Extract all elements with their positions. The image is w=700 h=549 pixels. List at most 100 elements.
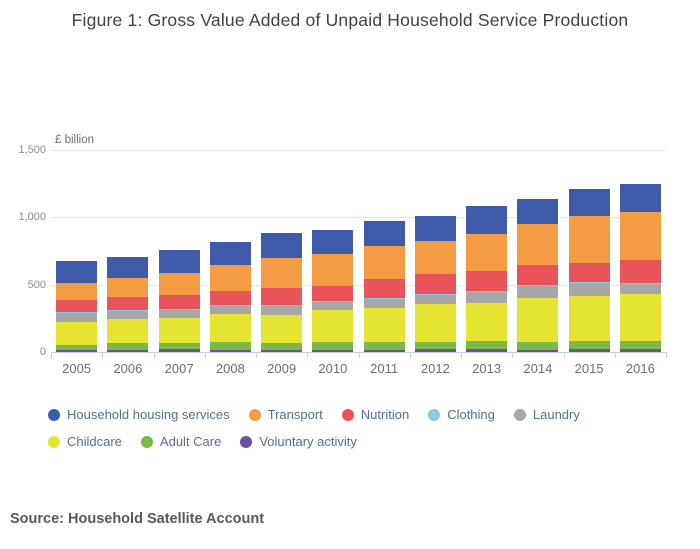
bar-segment[interactable]: [619, 282, 661, 284]
bar-segment[interactable]: [414, 341, 456, 350]
bar-segment[interactable]: [209, 305, 251, 306]
bar-segment[interactable]: [517, 342, 559, 350]
bar-segment[interactable]: [107, 349, 149, 352]
bar-segment[interactable]: [568, 295, 610, 342]
legend-item[interactable]: Childcare: [48, 434, 122, 449]
bar-segment[interactable]: [261, 349, 303, 352]
bar-segment[interactable]: [209, 264, 251, 292]
bar-segment[interactable]: [56, 260, 98, 284]
bar-segment[interactable]: [517, 286, 559, 298]
bar-segment[interactable]: [466, 349, 508, 352]
bar-segment[interactable]: [56, 322, 98, 345]
bar-segment[interactable]: [261, 305, 303, 315]
bar-segment[interactable]: [261, 257, 303, 289]
bar-segment[interactable]: [363, 220, 405, 246]
bar-segment[interactable]: [107, 257, 149, 279]
bar-segment[interactable]: [312, 253, 354, 286]
bar-segment[interactable]: [107, 319, 149, 343]
bar-segment[interactable]: [312, 286, 354, 301]
bar-segment[interactable]: [363, 245, 405, 280]
bar-segment[interactable]: [261, 233, 303, 258]
bar-segment[interactable]: [517, 297, 559, 343]
bar-segment[interactable]: [261, 304, 303, 306]
bar-segment[interactable]: [568, 349, 610, 352]
bar-segment[interactable]: [56, 349, 98, 352]
bar-segment[interactable]: [619, 283, 661, 295]
bar-segment[interactable]: [158, 349, 200, 352]
bar-segment[interactable]: [466, 291, 508, 303]
bar-segment[interactable]: [568, 189, 610, 216]
bar-segment[interactable]: [107, 310, 149, 319]
bar-segment[interactable]: [56, 299, 98, 313]
bar-segment[interactable]: [619, 212, 661, 261]
bar-segment[interactable]: [363, 297, 405, 299]
bar-segment[interactable]: [568, 283, 610, 296]
bar-segment[interactable]: [312, 309, 354, 342]
bar-segment[interactable]: [414, 294, 456, 296]
bar-segment[interactable]: [261, 288, 303, 305]
bar-segment[interactable]: [158, 309, 200, 318]
bar-segment[interactable]: [158, 273, 200, 295]
bar-segment[interactable]: [517, 224, 559, 266]
bar-segment[interactable]: [466, 341, 508, 350]
bar-segment[interactable]: [466, 290, 508, 292]
bar-segment[interactable]: [363, 298, 405, 309]
bar-segment[interactable]: [517, 265, 559, 286]
bar-segment[interactable]: [56, 312, 98, 323]
bar-segment[interactable]: [107, 342, 149, 350]
bar-segment[interactable]: [209, 305, 251, 315]
bar-segment[interactable]: [56, 312, 98, 313]
bar-segment[interactable]: [209, 291, 251, 306]
bar-segment[interactable]: [363, 349, 405, 352]
bar-segment[interactable]: [158, 308, 200, 310]
bar-segment[interactable]: [363, 308, 405, 343]
bar-segment[interactable]: [414, 304, 456, 342]
legend-item[interactable]: Adult Care: [140, 434, 221, 449]
bar-segment[interactable]: [158, 343, 200, 350]
bar-segment[interactable]: [107, 309, 149, 311]
bar-segment[interactable]: [619, 341, 661, 350]
legend-item[interactable]: Nutrition: [341, 407, 409, 422]
bar-segment[interactable]: [619, 260, 661, 283]
bar-segment[interactable]: [107, 278, 149, 297]
legend-item[interactable]: Household housing services: [48, 407, 230, 422]
bar-segment[interactable]: [209, 314, 251, 343]
bar-segment[interactable]: [107, 296, 149, 310]
bar-segment[interactable]: [568, 282, 610, 284]
bar-segment[interactable]: [56, 283, 98, 300]
legend-item[interactable]: Voluntary activity: [240, 434, 357, 449]
bar-segment[interactable]: [312, 341, 354, 350]
bar-segment[interactable]: [568, 262, 610, 283]
bar-segment[interactable]: [363, 342, 405, 350]
bar-segment[interactable]: [414, 349, 456, 352]
bar-segment[interactable]: [158, 249, 200, 274]
bar-segment[interactable]: [56, 344, 98, 350]
bar-segment[interactable]: [517, 198, 559, 225]
bar-segment[interactable]: [312, 229, 354, 254]
bar-segment[interactable]: [158, 294, 200, 309]
bar-segment[interactable]: [619, 184, 661, 213]
bar-segment[interactable]: [312, 300, 354, 302]
bar-segment[interactable]: [158, 317, 200, 344]
bar-segment[interactable]: [517, 349, 559, 352]
bar-segment[interactable]: [619, 294, 661, 342]
bar-segment[interactable]: [414, 216, 456, 241]
bar-segment[interactable]: [619, 349, 661, 352]
bar-segment[interactable]: [466, 302, 508, 342]
bar-segment[interactable]: [261, 314, 303, 343]
bar-segment[interactable]: [209, 342, 251, 350]
bar-segment[interactable]: [363, 279, 405, 298]
bar-segment[interactable]: [312, 349, 354, 352]
legend-item[interactable]: Laundry: [513, 407, 580, 422]
bar-segment[interactable]: [312, 301, 354, 310]
bar-segment[interactable]: [466, 271, 508, 291]
bar-segment[interactable]: [209, 241, 251, 265]
bar-segment[interactable]: [466, 206, 508, 234]
bar-segment[interactable]: [517, 285, 559, 286]
legend-item[interactable]: Clothing: [428, 407, 495, 422]
bar-segment[interactable]: [466, 233, 508, 272]
bar-segment[interactable]: [414, 240, 456, 275]
bar-segment[interactable]: [568, 341, 610, 350]
bar-segment[interactable]: [568, 215, 610, 263]
legend-item[interactable]: Transport: [248, 407, 323, 422]
